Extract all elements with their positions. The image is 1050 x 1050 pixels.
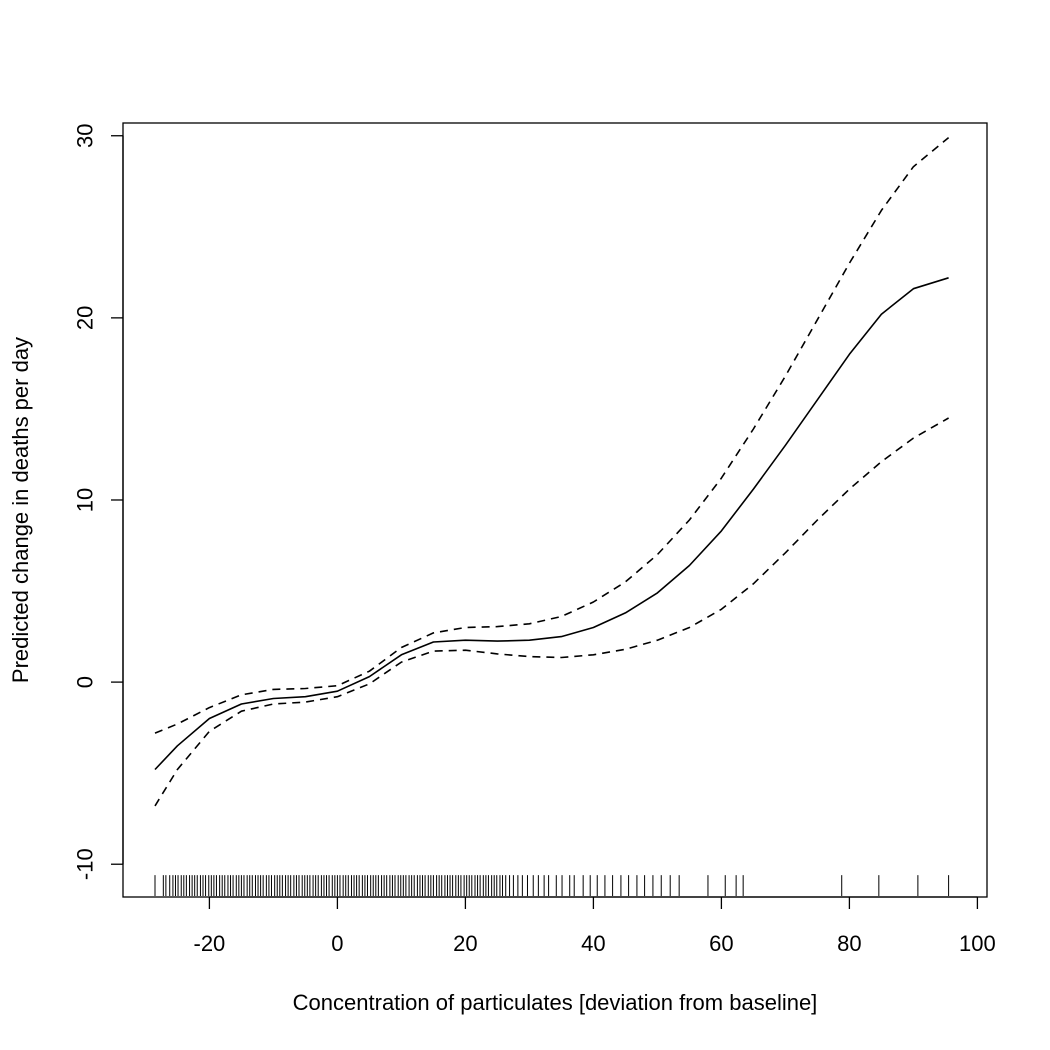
confidence-band-line xyxy=(154,136,950,734)
x-tick-label: 60 xyxy=(709,931,733,956)
y-tick-label: 30 xyxy=(73,124,98,148)
rug-marks xyxy=(154,875,950,896)
y-tick-label: 10 xyxy=(73,488,98,512)
series-layer xyxy=(154,136,950,807)
y-tick-label: -10 xyxy=(73,848,98,880)
y-tick-label: 0 xyxy=(73,676,98,688)
x-tick-label: 40 xyxy=(581,931,605,956)
fitted-curve-line xyxy=(154,277,949,771)
x-tick-label: -20 xyxy=(194,931,226,956)
confidence-band-line xyxy=(154,417,949,807)
plot-frame xyxy=(122,122,988,898)
x-tick-label: 80 xyxy=(837,931,861,956)
x-tick-label: 20 xyxy=(453,931,477,956)
x-axis: -20 0 20 40 60 80 100 xyxy=(194,896,996,956)
x-tick-label: 100 xyxy=(959,931,996,956)
y-axis-label: Predicted change in deaths per day xyxy=(8,337,33,683)
x-axis-label: Concentration of particulates [deviation… xyxy=(293,990,818,1015)
y-axis: -10 0 10 20 30 xyxy=(73,124,124,880)
y-tick-label: 20 xyxy=(73,306,98,330)
x-tick-label: 0 xyxy=(331,931,343,956)
